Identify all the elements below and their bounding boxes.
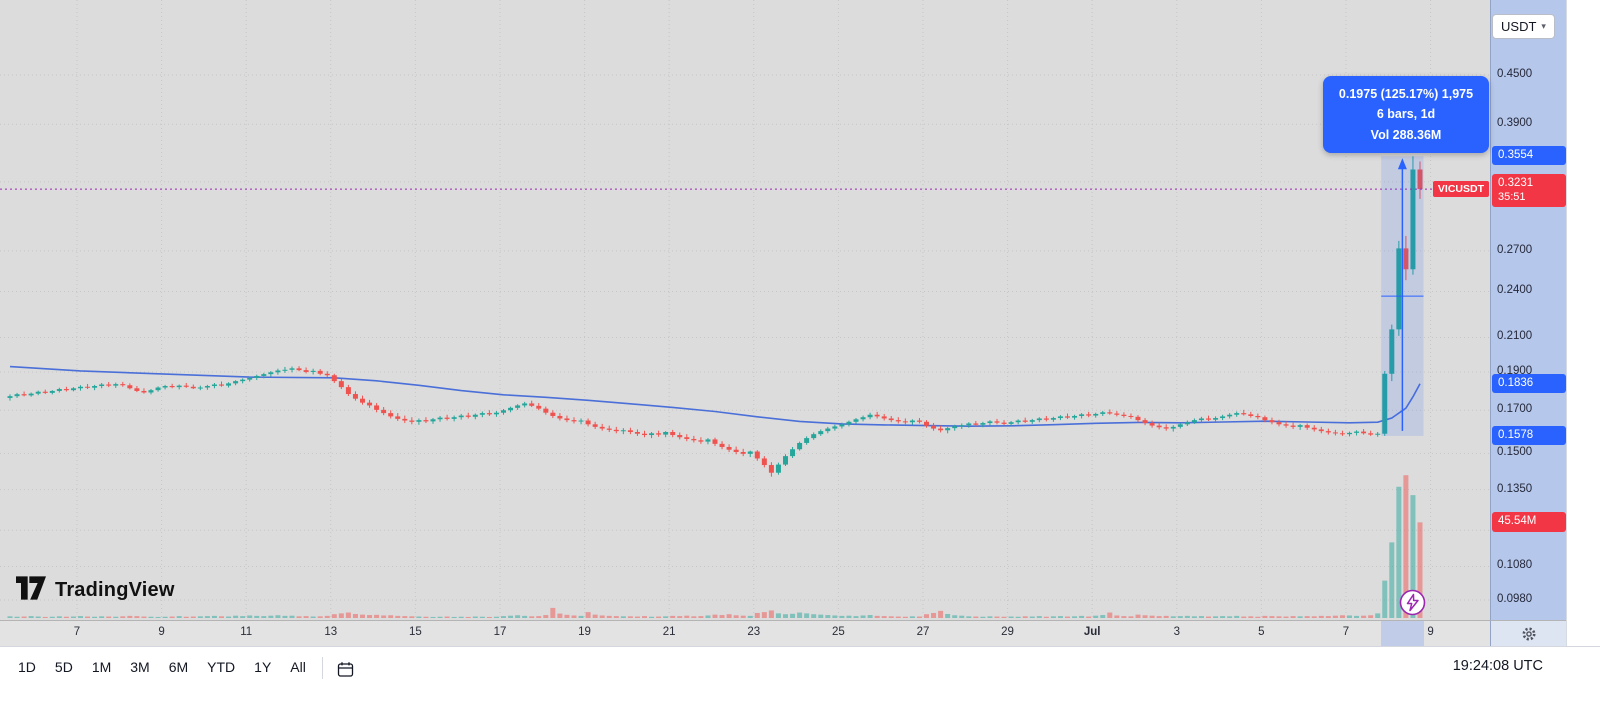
price-axis-label: 0.2100 xyxy=(1497,330,1533,343)
time-axis-label: 25 xyxy=(831,626,845,638)
price-scale-settings[interactable] xyxy=(1490,620,1566,646)
range-button-1y[interactable]: 1Y xyxy=(254,659,272,675)
measure-tooltip: 0.1975 (125.17%) 1,975 6 bars, 1d Vol 28… xyxy=(1323,76,1489,153)
price-axis-label: 0.2700 xyxy=(1497,243,1533,256)
bottom-toolbar: 1D 5D 1M 3M 6M YTD 1Y All 19:24:08 UTC xyxy=(0,646,1600,705)
quote-currency-dropdown[interactable]: USDT ▾ xyxy=(1492,14,1555,39)
calendar-icon xyxy=(338,661,354,677)
time-axis-label: 23 xyxy=(747,626,761,638)
time-axis-label: 9 xyxy=(158,626,165,638)
price-axis-label: 0.1500 xyxy=(1497,446,1533,459)
current-price: 0.3231 xyxy=(1498,177,1534,190)
range-button-6m[interactable]: 6M xyxy=(168,659,189,675)
measure-overlay xyxy=(1381,156,1424,436)
measure-change: 0.1975 (125.17%) 1,975 xyxy=(1338,87,1474,101)
candles-layer xyxy=(7,156,1423,477)
time-axis-label: 13 xyxy=(324,626,338,638)
measure-time-highlight xyxy=(1381,621,1424,646)
volume-value-badge: 45.54M xyxy=(1492,512,1566,532)
price-axis-label: 0.2400 xyxy=(1497,284,1533,297)
price-axis-label: 0.0980 xyxy=(1497,592,1533,605)
range-button-1d[interactable]: 1D xyxy=(18,659,36,675)
gridlines xyxy=(0,0,1490,620)
range-button-1m[interactable]: 1M xyxy=(91,659,112,675)
quote-currency-label: USDT xyxy=(1501,19,1537,34)
bar-countdown: 35:51 xyxy=(1498,191,1526,204)
chart-pane[interactable] xyxy=(0,0,1490,620)
time-axis-label: 17 xyxy=(493,626,507,638)
symbol-price-tag: VICUSDT xyxy=(1432,181,1489,198)
price-axis[interactable]: 0.3554 0.3231 35:51 0.1836 0.1578 45.54M… xyxy=(1490,0,1566,620)
time-axis-label: 21 xyxy=(662,626,676,638)
time-axis-label: 7 xyxy=(73,626,81,638)
lightning-icon xyxy=(1406,593,1419,612)
current-price-badge: 0.3231 35:51 xyxy=(1492,174,1566,207)
time-axis-label: 7 xyxy=(1342,626,1350,638)
tradingview-logo-text: TradingView xyxy=(55,579,175,601)
time-axis-label: 9 xyxy=(1427,626,1434,638)
range-button-3m[interactable]: 3M xyxy=(130,659,150,675)
go-to-date-button[interactable] xyxy=(333,656,359,682)
time-axis-label: 15 xyxy=(408,626,422,638)
gear-icon xyxy=(1522,627,1535,640)
range-button-5d[interactable]: 5D xyxy=(54,659,73,675)
clock-utc[interactable]: 19:24:08 UTC xyxy=(1452,658,1543,674)
price-axis-label: 0.1080 xyxy=(1497,559,1533,572)
time-axis-label: 5 xyxy=(1258,626,1265,638)
right-sidebar xyxy=(1566,0,1600,646)
time-axis-label: 3 xyxy=(1173,626,1180,638)
time-axis[interactable]: 7 9 11 13 15 17 19 21 23 25 27 29 Jul 3 5 7 9 xyxy=(0,620,1490,646)
time-axis-label: 11 xyxy=(240,626,253,638)
measure-volume: Vol 288.36M xyxy=(1370,127,1442,142)
range-selector: 1D 5D 1M 3M 6M YTD 1Y All xyxy=(0,655,314,679)
range-button-all[interactable]: All xyxy=(290,659,306,675)
tradingview-logo-icon xyxy=(16,576,46,605)
ma-line xyxy=(9,365,1421,428)
chevron-down-icon: ▾ xyxy=(1541,21,1546,31)
measure-low-badge: 0.1578 xyxy=(1492,425,1566,446)
volume-bars xyxy=(7,475,1423,618)
ma-value-badge: 0.1836 xyxy=(1492,373,1566,393)
price-axis-label: 0.4500 xyxy=(1497,68,1533,80)
flash-trade-button[interactable] xyxy=(1399,589,1426,616)
price-axis-label: 0.1350 xyxy=(1497,482,1533,495)
measure-high-badge: 0.3554 xyxy=(1492,146,1566,166)
time-axis-label: 19 xyxy=(578,626,591,638)
price-axis-label: 0.3900 xyxy=(1497,117,1533,130)
tradingview-logo[interactable]: TradingView xyxy=(16,576,175,605)
time-axis-label: Jul xyxy=(1083,626,1101,638)
toolbar-divider xyxy=(321,657,323,679)
range-button-ytd[interactable]: YTD xyxy=(207,659,236,675)
time-axis-label: 29 xyxy=(1001,626,1014,638)
price-axis-label: 0.1700 xyxy=(1497,403,1533,416)
measure-bars: 6 bars, 1d xyxy=(1376,107,1436,122)
time-axis-label: 27 xyxy=(916,626,930,638)
